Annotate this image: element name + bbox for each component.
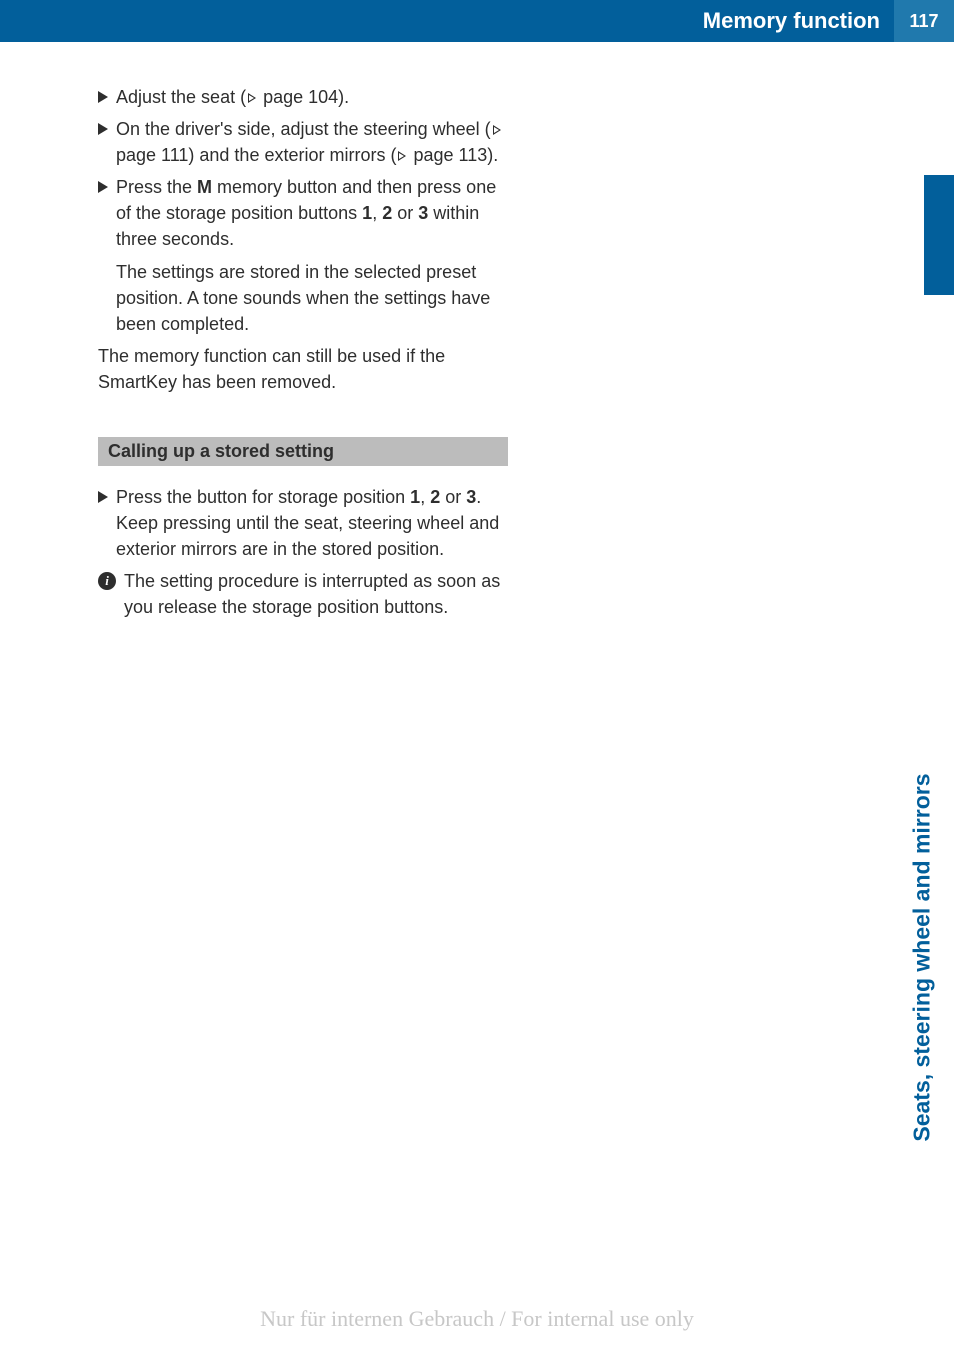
content-area: Adjust the seat ( page 104). On the drive… xyxy=(0,42,510,621)
list-item: Press the button for storage position 1,… xyxy=(98,484,510,562)
list-item: iThe setting procedure is interrupted as… xyxy=(98,568,510,620)
bullet-triangle-icon xyxy=(98,91,108,103)
list-item: On the driver's side, adjust the steerin… xyxy=(98,116,510,168)
side-tab xyxy=(924,175,954,295)
section-heading: Calling up a stored setting xyxy=(98,437,508,466)
page-ref-icon xyxy=(398,151,406,161)
plain-text: The memory function can still be used if… xyxy=(98,343,510,395)
list-item: Press the M memory button and then press… xyxy=(98,174,510,252)
header-bar: Memory function 117 xyxy=(0,0,954,42)
indent-text: The settings are stored in the selected … xyxy=(116,259,510,337)
bullet-triangle-icon xyxy=(98,491,108,503)
watermark: Nur für internen Gebrauch / For internal… xyxy=(260,1306,694,1332)
header-title: Memory function xyxy=(703,8,880,34)
page-number: 117 xyxy=(894,0,954,42)
list-item: Adjust the seat ( page 104). xyxy=(98,84,510,110)
bullet-triangle-icon xyxy=(98,123,108,135)
info-icon: i xyxy=(98,572,116,590)
page-ref-icon xyxy=(493,125,501,135)
side-chapter-label: Seats, steering wheel and mirrors xyxy=(909,774,936,1142)
page-ref-icon xyxy=(248,93,256,103)
bullet-triangle-icon xyxy=(98,181,108,193)
